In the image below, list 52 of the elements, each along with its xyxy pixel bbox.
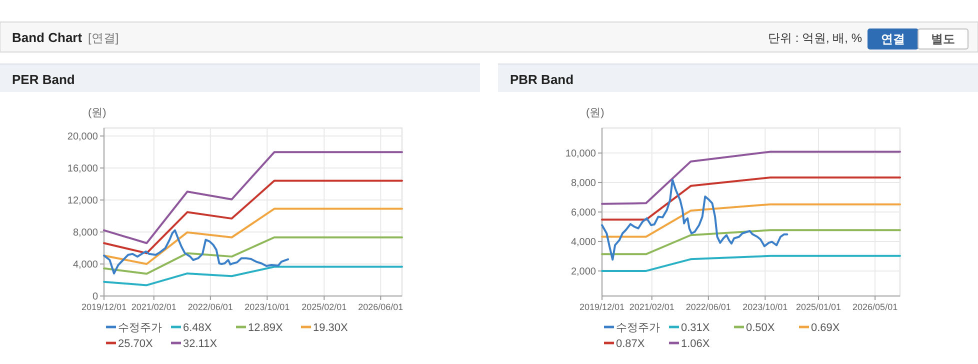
x-tick-label: 2026/05/01 <box>852 302 898 312</box>
line-series <box>103 151 403 244</box>
line-series <box>601 150 901 205</box>
y-tick-label: 8,000 <box>72 228 98 238</box>
x-tick-label: 2019/12/01 <box>81 302 127 312</box>
legend-label: 25.70X <box>118 338 154 350</box>
y-tick-label: 0 <box>92 292 98 302</box>
y-tick-label: 6,000 <box>570 208 596 218</box>
text: 별도 <box>931 32 955 46</box>
line-series <box>103 208 403 265</box>
y-tick-label: 12,000 <box>67 196 98 206</box>
x-tick-label: 2026/06/01 <box>358 302 404 312</box>
chart-title: PBR Band <box>510 72 574 87</box>
x-tick-label: 2021/02/01 <box>629 302 674 312</box>
legend-label: 19.30X <box>313 322 349 334</box>
legend-label: 12.89X <box>248 322 284 334</box>
line-series <box>103 229 290 274</box>
x-tick-label: 2022/06/01 <box>686 302 731 312</box>
legend-label: 6.48X <box>183 322 212 334</box>
y-tick-label: 4,000 <box>570 236 596 248</box>
line-series <box>103 266 403 286</box>
text: [연결] <box>88 31 119 45</box>
legend-label: 수정주가 <box>118 322 162 334</box>
x-tick-label: 2019/12/01 <box>579 302 625 312</box>
x-tick-label: 2025/02/01 <box>302 302 347 312</box>
legend-label: 0.31X <box>681 322 710 334</box>
legend-label: 1.06X <box>681 338 710 350</box>
x-tick-label: 2023/10/01 <box>244 302 290 312</box>
line-series <box>601 178 788 261</box>
x-tick-label: 2021/02/01 <box>131 302 176 312</box>
y-tick-label: 20,000 <box>67 132 98 142</box>
x-tick-label: 2025/01/01 <box>796 302 842 312</box>
y-tick-label: 4,000 <box>72 260 98 270</box>
y-tick-label: 10,000 <box>565 148 596 160</box>
text: 연결 <box>881 32 905 46</box>
text: Band Chart <box>12 30 83 45</box>
legend-label: 0.50X <box>746 322 776 334</box>
x-tick-label: 2022/06/01 <box>188 302 233 312</box>
y-axis-title: (원) <box>586 107 604 119</box>
line-series <box>103 236 403 275</box>
y-axis-title: (원) <box>88 107 106 119</box>
y-tick-label: 16,000 <box>67 164 98 174</box>
legend-label: 0.87X <box>616 338 646 350</box>
x-tick-label: 2023/10/01 <box>742 302 788 312</box>
legend-label: 32.11X <box>183 338 218 350</box>
legend-label: 수정주가 <box>616 322 660 334</box>
text: 단위 : 억원, 배, % <box>768 31 862 45</box>
chart-title: PER Band <box>12 72 75 87</box>
y-tick-label: 2,000 <box>570 266 596 278</box>
line-series <box>103 180 403 254</box>
y-tick-label: 8,000 <box>570 178 596 190</box>
legend-label: 0.69X <box>811 322 840 334</box>
